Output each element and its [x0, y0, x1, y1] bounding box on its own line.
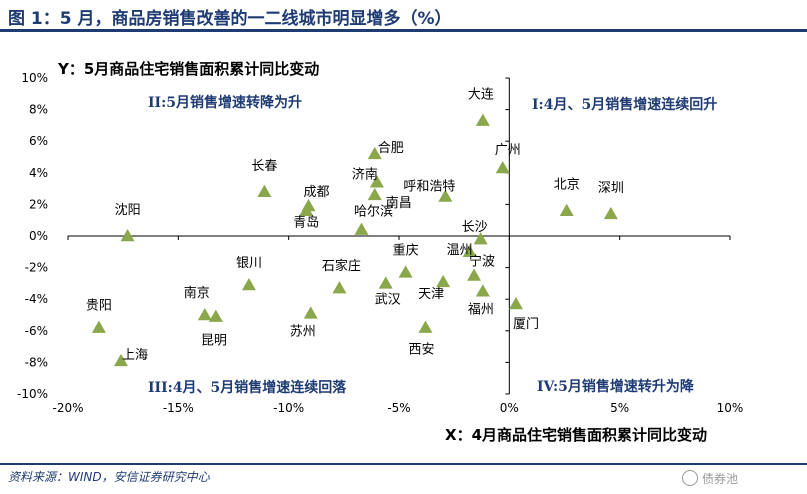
data-point-label: 大连	[468, 87, 494, 103]
y-tick-label: 0%	[29, 229, 48, 243]
data-point-marker	[354, 222, 369, 235]
x-tick-label: 10%	[717, 401, 744, 415]
data-point-label: 福州	[468, 302, 494, 317]
quadrant-label-iii: III:4月、5月销售增速连续回落	[148, 379, 347, 396]
data-point-label: 广州	[495, 143, 521, 158]
data-point-label: 苏州	[290, 323, 316, 339]
data-point-marker	[91, 320, 106, 333]
data-point-marker	[495, 161, 510, 174]
figure-title: 图 1：5 月，商品房销售改善的一二线城市明显增多（%）	[8, 9, 452, 29]
data-point-label: 昆明	[201, 334, 227, 349]
axes	[67, 77, 731, 395]
watermark: 债券池	[702, 472, 739, 486]
data-point-label: 南京	[184, 285, 210, 301]
data-point-marker	[467, 268, 482, 281]
data-point-label: 宁波	[469, 254, 495, 270]
data-point-marker	[369, 175, 384, 188]
data-point-label: 贵阳	[86, 299, 112, 314]
data-point-label: 哈尔滨	[354, 204, 393, 220]
tick-labels: -10% -8% -6% -4% -2% 0% 2% 4% 6% 8% 10% -20% -15% -10…	[17, 71, 743, 415]
data-point-label: 成都	[304, 185, 330, 200]
x-tick-label: -20%	[52, 401, 83, 415]
data-point-marker	[332, 281, 347, 294]
title-bar: 图 1：5 月，商品房销售改善的一二线城市明显增多（%）	[0, 0, 807, 32]
data-point-marker	[113, 353, 128, 367]
x-tick-label: 0%	[500, 401, 519, 415]
data-point-marker	[208, 309, 223, 322]
scatter-chart: -10% -8% -6% -4% -2% 0% 2% 4% 6% 8% 10% -20% -15% -10…	[17, 60, 743, 444]
bottom-rule	[0, 463, 807, 465]
y-tick-label: 6%	[29, 134, 48, 148]
data-point-label: 石家庄	[322, 258, 361, 274]
data-point-marker	[378, 276, 393, 289]
y-tick-label: 2%	[29, 197, 48, 211]
data-point-label: 银川	[236, 256, 262, 271]
data-point-marker	[303, 306, 318, 319]
quadrant-label-i: I:4月、5月销售增速连续回升	[532, 96, 717, 113]
data-point-label: 长春	[251, 159, 277, 174]
data-point-label: 深圳	[598, 181, 624, 196]
data-point-marker	[257, 184, 272, 198]
x-tick-label: -10%	[273, 401, 304, 415]
data-point-label: 济南	[352, 166, 378, 182]
y-tick-label: -8%	[25, 355, 48, 369]
y-tick-label: -10%	[17, 387, 48, 401]
data-point-label: 南昌	[386, 195, 412, 211]
data-point-marker	[438, 189, 453, 202]
y-tick-label: 10%	[21, 71, 48, 85]
y-axis-label: Y：5月商品住宅销售面积累计同比变动	[57, 60, 319, 78]
data-point-marker	[475, 284, 490, 297]
data-point-marker	[603, 206, 618, 220]
y-tick-label: -6%	[25, 324, 48, 338]
data-point-label: 沈阳	[115, 203, 141, 218]
data-point-marker	[475, 113, 490, 126]
data-point-label: 厦门	[513, 317, 539, 332]
wechat-icon	[682, 470, 698, 486]
data-point-marker	[559, 203, 574, 216]
data-point-marker	[508, 296, 523, 310]
data-point-label: 重庆	[393, 242, 419, 258]
y-tick-label: -4%	[25, 292, 48, 306]
source-note: 资料来源：WIND，安信证券研究中心	[8, 470, 210, 484]
data-point-label: 武汉	[375, 292, 401, 307]
data-point-marker	[462, 244, 477, 258]
data-point-marker	[299, 203, 314, 216]
quadrant-label-ii: II:5月销售增速转降为升	[148, 94, 302, 111]
data-point-label: 天津	[418, 287, 444, 302]
data-point-marker	[473, 232, 488, 245]
y-tick-label: 4%	[29, 166, 48, 180]
data-point-label: 上海	[122, 348, 148, 363]
data-points	[91, 113, 618, 367]
x-tick-label: -15%	[163, 401, 194, 415]
data-point-marker	[418, 320, 433, 333]
data-point-marker	[367, 146, 382, 160]
data-point-marker	[367, 187, 382, 201]
y-tick-label: 8%	[29, 103, 48, 117]
data-point-marker	[197, 308, 212, 321]
y-tick-label: -2%	[25, 261, 48, 275]
data-point-label: 合肥	[378, 141, 404, 156]
x-tick-label: 5%	[610, 401, 629, 415]
data-point-marker	[241, 277, 256, 291]
data-point-marker	[436, 274, 451, 288]
data-point-label: 长沙	[462, 220, 488, 235]
data-point-label: 呼和浩特	[403, 180, 455, 195]
data-point-marker	[398, 265, 413, 278]
data-point-marker	[120, 229, 135, 242]
data-point-label: 温州	[447, 243, 473, 258]
data-point-label: 西安	[408, 343, 434, 358]
x-tick-label: -5%	[387, 401, 410, 415]
data-point-label: 北京	[554, 178, 580, 193]
x-axis-label: X：4月商品住宅销售面积累计同比变动	[445, 426, 707, 444]
data-point-label: 青岛	[293, 215, 319, 231]
quadrant-label-iv: IV:5月销售增速转升为降	[537, 378, 695, 395]
